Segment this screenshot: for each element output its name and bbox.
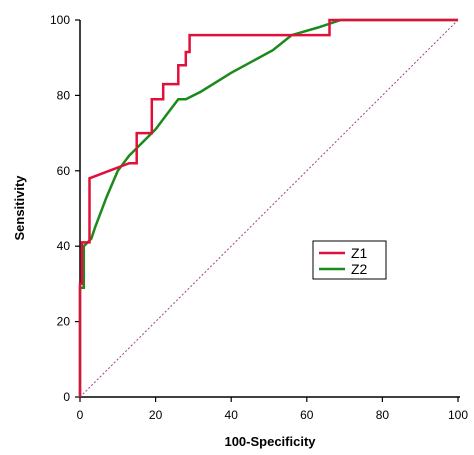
legend-label-z1: Z1 — [351, 245, 368, 261]
series-lines — [78, 18, 458, 397]
y-tick-label: 80 — [57, 88, 71, 102]
y-tick-label: 0 — [63, 390, 70, 404]
x-tick-label: 20 — [149, 408, 163, 422]
legend-box — [312, 240, 387, 280]
series-line-z1 — [78, 18, 458, 397]
legend: Z1 Z2 — [312, 240, 387, 280]
x-tick-label: 100 — [448, 408, 468, 422]
legend-label-z2: Z2 — [351, 261, 368, 277]
x-tick-label: 0 — [77, 408, 84, 422]
x-tick-label: 60 — [300, 408, 314, 422]
reference-diagonal — [79, 19, 459, 398]
y-tick-label: 40 — [57, 239, 71, 253]
y-axis-title: Sensitivity — [12, 175, 27, 241]
x-tick-label: 40 — [225, 408, 239, 422]
x-tick-label: 80 — [376, 408, 390, 422]
y-tick-label: 100 — [50, 13, 70, 27]
x-axis-title: 100-Specificity — [224, 434, 316, 449]
axis-ticks: 0 20 40 60 80 100 0 20 40 60 80 100 — [50, 13, 468, 422]
reference-line — [79, 19, 459, 398]
y-tick-label: 20 — [57, 315, 71, 329]
y-tick-label: 60 — [57, 164, 71, 178]
